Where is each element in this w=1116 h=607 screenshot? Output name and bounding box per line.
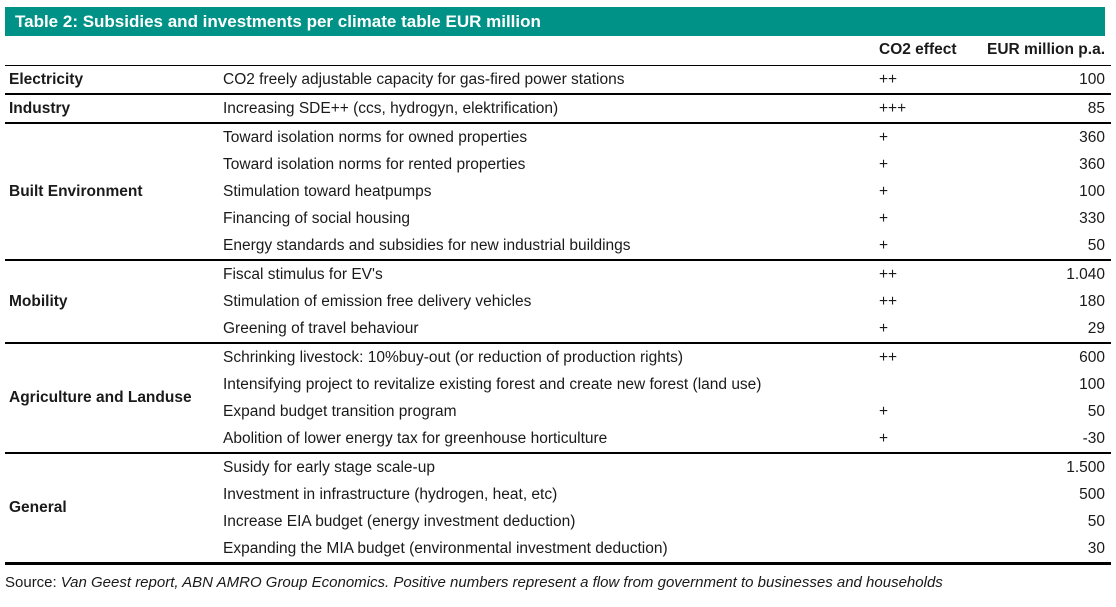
- category-label: Built Environment: [9, 182, 143, 200]
- source-label: Source:: [5, 574, 57, 591]
- measure-description: Investment in infrastructure (hydrogen, …: [223, 486, 558, 503]
- report-table-figure: Table 2: Subsidies and investments per c…: [5, 7, 1111, 593]
- table-section: General Susidy for early stage scale-up 1.…: [5, 454, 1111, 565]
- co2-effect-value: +: [879, 210, 889, 227]
- column-header-co2-effect: CO2 effect: [879, 41, 957, 58]
- category-label: Electricity: [9, 70, 84, 88]
- co2-effect-value: ++: [879, 71, 898, 88]
- eur-million-value: 500: [1079, 486, 1105, 503]
- category-label: Industry: [9, 99, 71, 117]
- eur-million-value: 30: [1087, 540, 1105, 557]
- eur-million-value: 100: [1079, 71, 1105, 88]
- eur-million-value: 100: [1079, 376, 1105, 393]
- eur-million-value: 29: [1087, 320, 1105, 337]
- measure-description: Intensifying project to revitalize exist…: [223, 376, 762, 393]
- measure-description: Financing of social housing: [223, 210, 410, 227]
- measure-description: Abolition of lower energy tax for greenh…: [223, 430, 608, 447]
- eur-million-value: 1.500: [1066, 459, 1105, 476]
- measure-description: Greening of travel behaviour: [223, 320, 419, 337]
- eur-million-value: 50: [1087, 237, 1105, 254]
- measure-description: Expand budget transition program: [223, 403, 457, 420]
- measure-description: Increasing SDE++ (ccs, hydrogyn, elektri…: [223, 100, 559, 117]
- column-header-spacer-measure: [223, 36, 871, 63]
- measure-description: Toward isolation norms for owned propert…: [223, 129, 528, 146]
- eur-million-value: 50: [1087, 513, 1105, 530]
- eur-million-value: 600: [1079, 349, 1105, 366]
- category-label: Mobility: [9, 292, 68, 310]
- measure-description: Stimulation of emission free delivery ve…: [223, 293, 532, 310]
- co2-effect-value: ++: [879, 293, 898, 310]
- co2-effect-value: +: [879, 320, 889, 337]
- table-section: Built Environment Toward isolation norms …: [5, 124, 1111, 261]
- measure-description: Toward isolation norms for rented proper…: [223, 156, 526, 173]
- eur-million-value: 100: [1079, 183, 1105, 200]
- measure-description: CO2 freely adjustable capacity for gas-f…: [223, 71, 625, 88]
- eur-million-value: 85: [1087, 100, 1105, 117]
- table-section: Industry Increasing SDE++ (ccs, hydrogyn,…: [5, 95, 1111, 124]
- co2-effect-value: +: [879, 430, 889, 447]
- co2-effect-value: +: [879, 156, 889, 173]
- table-body: Electricity CO2 freely adjustable capacit…: [5, 65, 1111, 565]
- co2-effect-value: [871, 535, 974, 562]
- measure-description: Schrinking livestock: 10%buy-out (or red…: [223, 349, 684, 366]
- co2-effect-value: ++: [879, 266, 898, 283]
- category-label: Agriculture and Landuse: [9, 389, 192, 406]
- eur-million-value: 360: [1079, 156, 1105, 173]
- measure-description: Energy standards and subsidies for new i…: [223, 237, 631, 254]
- co2-effect-value: [871, 508, 974, 535]
- eur-million-value: 1.040: [1066, 266, 1105, 283]
- eur-million-value: 330: [1079, 210, 1105, 227]
- table-section: Mobility Fiscal stimulus for EV's ++ 1.040 S…: [5, 261, 1111, 344]
- column-header-row: CO2 effect EUR million p.a.: [5, 36, 1111, 65]
- co2-effect-value: +: [879, 129, 889, 146]
- measure-description: Expanding the MIA budget (environmental …: [223, 540, 668, 557]
- co2-effect-value: [871, 371, 974, 398]
- co2-effect-value: +++: [879, 100, 907, 117]
- measure-description: Fiscal stimulus for EV's: [223, 266, 383, 283]
- eur-million-value: 180: [1079, 293, 1105, 310]
- table-section: Agriculture and Landuse Schrinking livest…: [5, 344, 1111, 454]
- column-header-spacer-category: [5, 36, 223, 63]
- measure-description: Increase EIA budget (energy investment d…: [223, 513, 576, 530]
- measure-description: Susidy for early stage scale-up: [223, 459, 435, 476]
- eur-million-value: -30: [1082, 430, 1105, 447]
- co2-effect-value: +: [879, 403, 889, 420]
- co2-effect-value: [871, 454, 974, 481]
- table-section: Electricity CO2 freely adjustable capacit…: [5, 66, 1111, 95]
- co2-effect-value: ++: [879, 349, 898, 366]
- source-note: Source: Van Geest report, ABN AMRO Group …: [5, 572, 1080, 593]
- co2-effect-value: [871, 481, 974, 508]
- co2-effect-value: +: [879, 183, 889, 200]
- category-label: General: [9, 499, 67, 516]
- table-title-bar: Table 2: Subsidies and investments per c…: [5, 7, 1105, 36]
- eur-million-value: 50: [1087, 403, 1105, 420]
- column-header-eur-million: EUR million p.a.: [987, 41, 1105, 58]
- eur-million-value: 360: [1079, 129, 1105, 146]
- co2-effect-value: +: [879, 237, 889, 254]
- measure-description: Stimulation toward heatpumps: [223, 183, 432, 200]
- source-text: Van Geest report, ABN AMRO Group Economi…: [60, 574, 943, 591]
- table-title: Table 2: Subsidies and investments per c…: [15, 12, 541, 31]
